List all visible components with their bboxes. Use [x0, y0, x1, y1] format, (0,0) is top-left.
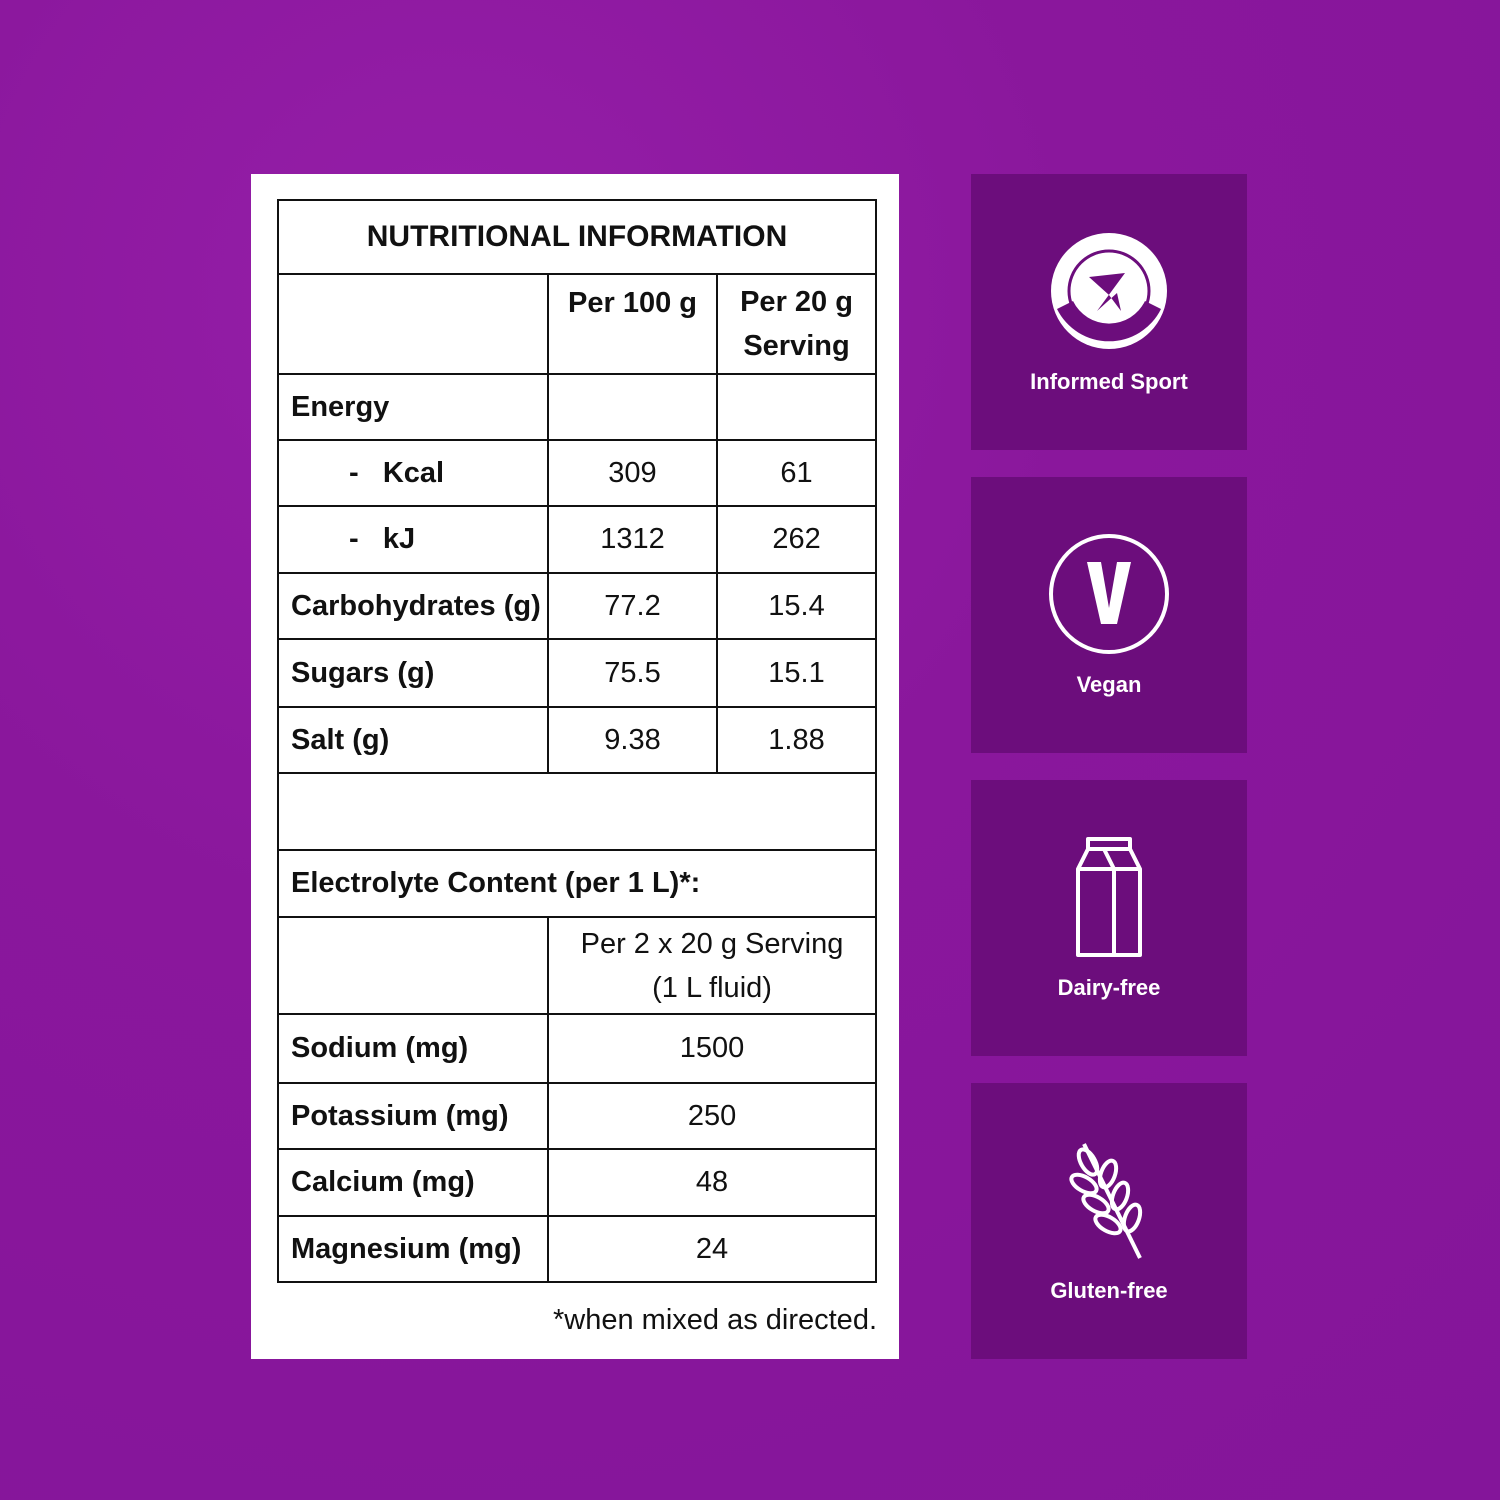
badge-informed-sport: Informed Sport [971, 174, 1247, 450]
table-row: - Kcal 309 61 [277, 439, 878, 507]
badge-gluten-free: Gluten-free [971, 1083, 1247, 1359]
table-row: Carbohydrates (g) 77.2 15.4 [277, 572, 878, 640]
footnote: *when mixed as directed. [553, 1304, 877, 1336]
table-title: NUTRITIONAL INFORMATION [276, 199, 878, 275]
badge-label: Dairy-free [1057, 975, 1161, 1000]
col-per-serving: Per 20 g Serving [715, 273, 878, 375]
table-row: Sodium (mg) 1500 [277, 1013, 878, 1084]
table-row: Sugars (g) 75.5 15.1 [277, 638, 878, 708]
col-per-2-servings: Per 2 x 20 g Serving (1 L fluid) [546, 916, 878, 1015]
badge-label: Vegan [1076, 672, 1142, 697]
nutrition-card: NUTRITIONAL INFORMATION Per 100 g Per 20… [251, 174, 899, 1359]
badge-label: Informed Sport [1030, 369, 1188, 394]
table-row: Potassium (mg) 250 [277, 1082, 878, 1150]
table-row: Calcium (mg) 48 [277, 1148, 878, 1217]
table-row: - kJ 1312 262 [277, 505, 878, 574]
table-row: Energy [277, 373, 878, 441]
informed-sport-logo-icon [1051, 233, 1167, 349]
milk-carton-icon [1076, 837, 1142, 957]
table-row: Magnesium (mg) 24 [277, 1215, 878, 1283]
nutrition-table: NUTRITIONAL INFORMATION Per 100 g Per 20… [276, 199, 878, 1283]
vegan-v-icon [1049, 534, 1169, 654]
badge-dairy-free: Dairy-free [971, 780, 1247, 1056]
table-row: Salt (g) 9.38 1.88 [277, 706, 878, 774]
electrolyte-title: Electrolyte Content (per 1 L)*: [276, 849, 878, 918]
wheat-icon [1069, 1143, 1143, 1259]
col-per-100g: Per 100 g [547, 273, 718, 375]
badge-label: Gluten-free [1050, 1278, 1168, 1303]
badge-vegan: Vegan [971, 477, 1247, 753]
spacer-row [276, 772, 878, 851]
